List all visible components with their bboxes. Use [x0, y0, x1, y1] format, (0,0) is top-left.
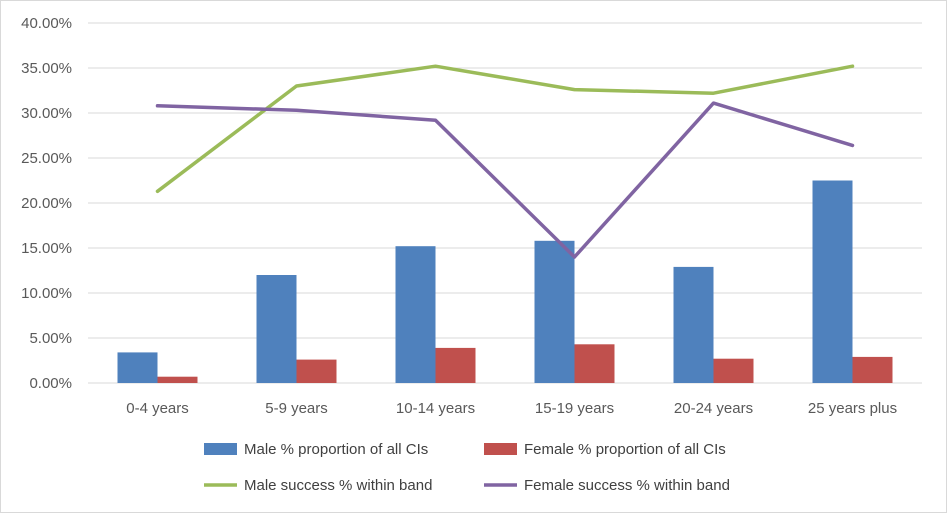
bar-female-proportion: [296, 359, 337, 383]
bar-series: [117, 180, 893, 383]
bar-male-proportion: [673, 266, 714, 383]
x-tick-label: 0-4 years: [126, 400, 189, 417]
bar-male-proportion: [256, 275, 297, 383]
legend-swatch-female-proportion: [484, 443, 517, 455]
legend-label-male-success: Male success % within band: [244, 477, 432, 494]
legend-label-female-success: Female success % within band: [524, 477, 730, 494]
y-axis: 0.00% 5.00% 10.00% 15.00% 20.00% 25.00% 30.00%…: [21, 15, 72, 392]
bar-female-proportion: [852, 356, 893, 383]
legend-swatch-male-proportion: [204, 443, 237, 455]
y-tick-label: 25.00%: [21, 150, 72, 167]
line-male-success: [155, 64, 855, 194]
bar-female-proportion: [574, 344, 615, 383]
y-tick-label: 20.00%: [21, 195, 72, 212]
y-tick-label: 40.00%: [21, 15, 72, 32]
x-tick-label: 25 years plus: [808, 400, 897, 417]
y-tick-label: 5.00%: [29, 330, 72, 347]
y-tick-label: 35.00%: [21, 60, 72, 77]
y-tick-label: 15.00%: [21, 240, 72, 257]
x-tick-label: 5-9 years: [265, 400, 328, 417]
x-tick-label: 15-19 years: [535, 400, 614, 417]
x-tick-label: 10-14 years: [396, 400, 475, 417]
bar-male-proportion: [534, 240, 575, 383]
bar-female-proportion: [157, 376, 198, 383]
bar-male-proportion: [395, 246, 436, 383]
y-tick-label: 10.00%: [21, 285, 72, 302]
line-female-success: [155, 101, 855, 259]
y-tick-label: 30.00%: [21, 105, 72, 122]
legend: Male % proportion of all CIs Female % pro…: [204, 441, 730, 494]
bar-female-proportion: [435, 347, 476, 383]
bar-female-proportion: [713, 358, 754, 383]
line-series: [155, 64, 855, 259]
x-axis: 0-4 years 5-9 years 10-14 years 15-19 years…: [126, 400, 897, 417]
bar-male-proportion: [117, 352, 158, 383]
bar-male-proportion: [812, 180, 853, 383]
legend-label-female-proportion: Female % proportion of all CIs: [524, 441, 726, 458]
legend-label-male-proportion: Male % proportion of all CIs: [244, 441, 428, 458]
x-tick-label: 20-24 years: [674, 400, 753, 417]
gridlines: [88, 22, 922, 384]
y-tick-label: 0.00%: [29, 375, 72, 392]
